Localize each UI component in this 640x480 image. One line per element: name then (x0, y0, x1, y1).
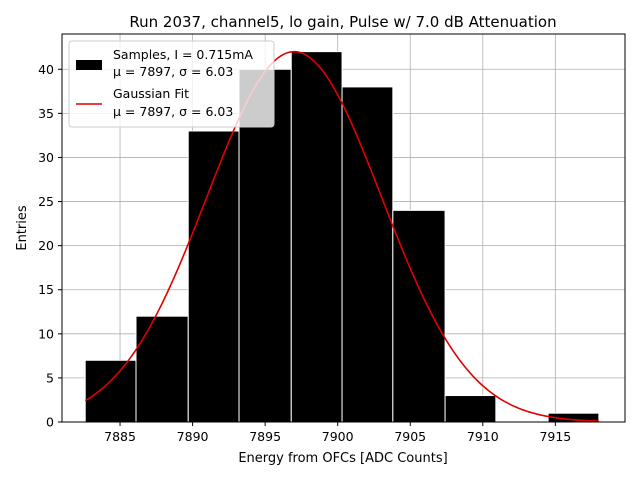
histogram-bar-0 (84, 359, 137, 423)
y-tick-label: 20 (38, 238, 54, 253)
x-tick-label: 7900 (322, 429, 354, 444)
gaussian-fit-line (84, 50, 599, 422)
legend-swatch-samples (76, 60, 102, 70)
y-axis-title: Entries (15, 205, 30, 251)
histogram-bar-6 (392, 209, 446, 423)
chart-title: Run 2037, channel5, lo gain, Pulse w/ 7.… (129, 13, 556, 31)
y-tick-label: 35 (38, 106, 54, 121)
y-tick-label: 15 (38, 282, 54, 297)
x-tick-label: 7890 (177, 429, 209, 444)
x-axis-ticks: 7885 7890 7895 7900 7905 7910 7915 (104, 422, 571, 444)
legend-box (68, 40, 275, 128)
legend: Samples, I = 0.715mA μ = 7897, σ = 6.03 … (68, 40, 275, 128)
y-tick-label: 30 (38, 150, 54, 165)
legend-label-samples: Samples, I = 0.715mA (113, 47, 253, 62)
legend-label-fit: Gaussian Fit (113, 86, 189, 101)
legend-stats-fit: μ = 7897, σ = 6.03 (113, 104, 233, 119)
histogram-bars (84, 51, 600, 423)
x-tick-label: 7905 (394, 429, 426, 444)
plot-frame (61, 33, 626, 423)
histogram-bar-3 (238, 68, 292, 423)
x-tick-label: 7895 (249, 429, 281, 444)
histogram-bar-7 (444, 395, 497, 423)
y-tick-label: 5 (46, 370, 54, 385)
legend-stats-samples: μ = 7897, σ = 6.03 (113, 64, 233, 79)
y-tick-label: 25 (38, 194, 54, 209)
histogram-bar-4 (290, 51, 343, 423)
y-tick-label: 0 (46, 415, 54, 430)
gaussian-fit-curve (84, 50, 599, 422)
x-tick-label: 7915 (539, 429, 571, 444)
x-tick-label: 7910 (467, 429, 499, 444)
x-tick-label: 7885 (104, 429, 136, 444)
y-tick-label: 10 (38, 326, 54, 341)
histogram-bar-5 (341, 86, 394, 423)
histogram-bar-2 (187, 130, 240, 423)
y-axis-ticks: 0 5 10 15 20 25 30 35 40 (38, 62, 62, 430)
x-axis-title: Energy from OFCs [ADC Counts] (238, 451, 447, 466)
y-tick-label: 40 (38, 62, 54, 77)
histogram-bar-1 (135, 315, 189, 423)
